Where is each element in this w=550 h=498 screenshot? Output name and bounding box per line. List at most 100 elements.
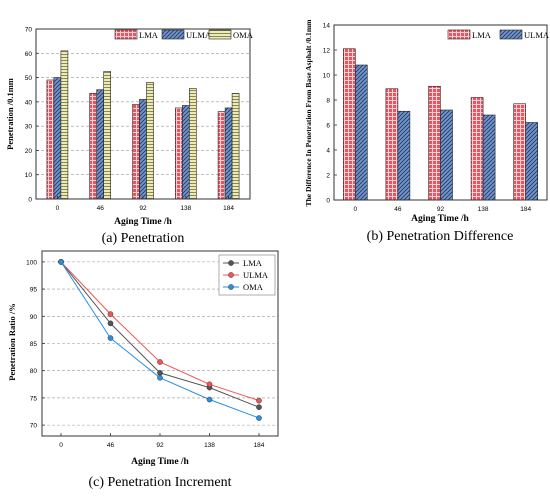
legend-label-lma: LMA (472, 30, 492, 40)
point-oma (157, 374, 163, 381)
x-tick-label: 138 (180, 205, 191, 212)
x-tick-label: 184 (520, 206, 531, 213)
bar-ulma (139, 99, 147, 200)
chart-a-ylabel: Penetration /0.1mm (5, 78, 15, 150)
bar-ulma (482, 114, 496, 201)
legend-label-ulma: ULMA (524, 30, 550, 40)
bar-oma (231, 93, 240, 200)
y-tick-label: 6 (326, 123, 330, 130)
legend-marker-ulma (228, 272, 234, 278)
chart-a-caption: (a) Penetration (102, 231, 185, 246)
x-tick-label: 138 (478, 206, 489, 213)
bar-lma (470, 97, 484, 201)
bar-ulma (440, 109, 453, 201)
bar-lma (46, 79, 55, 200)
legend-label-oma: OMA (233, 30, 254, 40)
x-tick-label: 46 (394, 206, 402, 213)
legend-label-ulma: ULMA (186, 30, 212, 40)
chart-c-caption: (c) Penetration Increment (88, 475, 231, 490)
point-oma (58, 259, 64, 265)
y-tick-label: 14 (323, 23, 331, 30)
legend-label-oma: OMA (243, 282, 264, 292)
bar-lma (342, 48, 356, 201)
legend-label-lma: LMA (243, 258, 263, 268)
x-tick-label: 46 (97, 205, 105, 212)
y-tick-label: 12 (323, 48, 331, 55)
legend-swatch-lma (447, 29, 471, 40)
legend-swatch-lma (114, 29, 138, 40)
y-tick-label: 70 (30, 423, 38, 430)
x-tick-label: 92 (437, 206, 445, 213)
y-tick-label: 70 (25, 27, 33, 34)
y-tick-label: 8 (326, 98, 330, 105)
bar-lma (132, 103, 140, 200)
point-ulma (206, 381, 213, 388)
chart-a: 0 10 20 30 40 50 60 70 0 46 92 138 184 Aging Time /… (5, 27, 254, 247)
bar-ulma (354, 64, 368, 201)
chart-b-ylabel: The Difference In Penetration From Base … (304, 19, 313, 207)
y-tick-label: 60 (25, 51, 33, 58)
y-tick-label: 100 (26, 259, 37, 266)
point-lma (157, 370, 163, 376)
bar-lma (175, 107, 183, 200)
y-tick-label: 30 (25, 124, 33, 131)
y-tick-label: 10 (323, 73, 331, 80)
bar-oma (189, 88, 197, 200)
point-ulma (256, 397, 262, 404)
legend-label-ulma: ULMA (243, 270, 269, 280)
legend-swatch-oma (208, 29, 232, 40)
legend-marker-oma (228, 284, 234, 290)
bar-lma (385, 88, 399, 201)
y-tick-label: 0 (326, 198, 330, 205)
y-tick-label: 50 (25, 75, 33, 82)
y-tick-label: 4 (326, 148, 330, 155)
y-tick-label: 90 (30, 314, 38, 321)
bar-ulma (397, 110, 411, 201)
bar-lma (217, 111, 226, 200)
point-oma (256, 415, 262, 421)
legend-swatch-ulma (499, 29, 523, 40)
chart-c: 70 75 80 85 90 95 100 0 46 92 138 184 Aging Time /… (7, 250, 279, 490)
bar-oma (60, 50, 69, 200)
bar-ulma (53, 77, 62, 200)
chart-c-xlabel: Aging Time /h (131, 457, 189, 467)
legend-marker-lma (228, 260, 234, 266)
bar-ulma (224, 107, 233, 200)
y-tick-label: 75 (30, 395, 38, 402)
legend-label-lma: LMA (139, 30, 159, 40)
point-lma (256, 404, 262, 410)
x-tick-label: 184 (223, 205, 234, 212)
chart-a-xlabel: Aging Time /h (114, 217, 172, 227)
bar-ulma (525, 122, 539, 201)
point-ulma (157, 359, 163, 365)
y-tick-label: 20 (25, 148, 33, 155)
y-tick-label: 0 (28, 197, 32, 204)
chart-c-ylabel: Penetration Ratio /% (7, 303, 17, 380)
y-tick-label: 10 (25, 172, 33, 179)
chart-b-xlabel: Aging Time /h (411, 214, 469, 224)
x-tick-label: 138 (204, 442, 215, 449)
x-tick-label: 0 (59, 442, 63, 449)
point-lma (107, 320, 114, 327)
point-oma (107, 335, 114, 341)
bar-lma (513, 103, 527, 201)
y-tick-label: 95 (30, 287, 38, 294)
x-tick-label: 92 (139, 205, 147, 212)
bar-ulma (182, 105, 190, 200)
bar-oma (103, 71, 111, 200)
x-tick-label: 0 (56, 205, 60, 212)
bar-lma (428, 85, 441, 201)
x-tick-label: 92 (156, 442, 164, 449)
x-tick-label: 46 (107, 442, 115, 449)
y-tick-label: 2 (326, 173, 330, 180)
point-oma (206, 396, 213, 403)
y-tick-label: 40 (25, 99, 33, 106)
x-tick-label: 184 (254, 442, 265, 449)
bar-lma (89, 93, 97, 200)
bar-ulma (96, 89, 104, 200)
y-tick-label: 85 (30, 341, 38, 348)
y-tick-label: 80 (30, 368, 38, 375)
chart-b-caption: (b) Penetration Difference (367, 229, 514, 244)
legend-swatch-ulma (161, 29, 185, 40)
